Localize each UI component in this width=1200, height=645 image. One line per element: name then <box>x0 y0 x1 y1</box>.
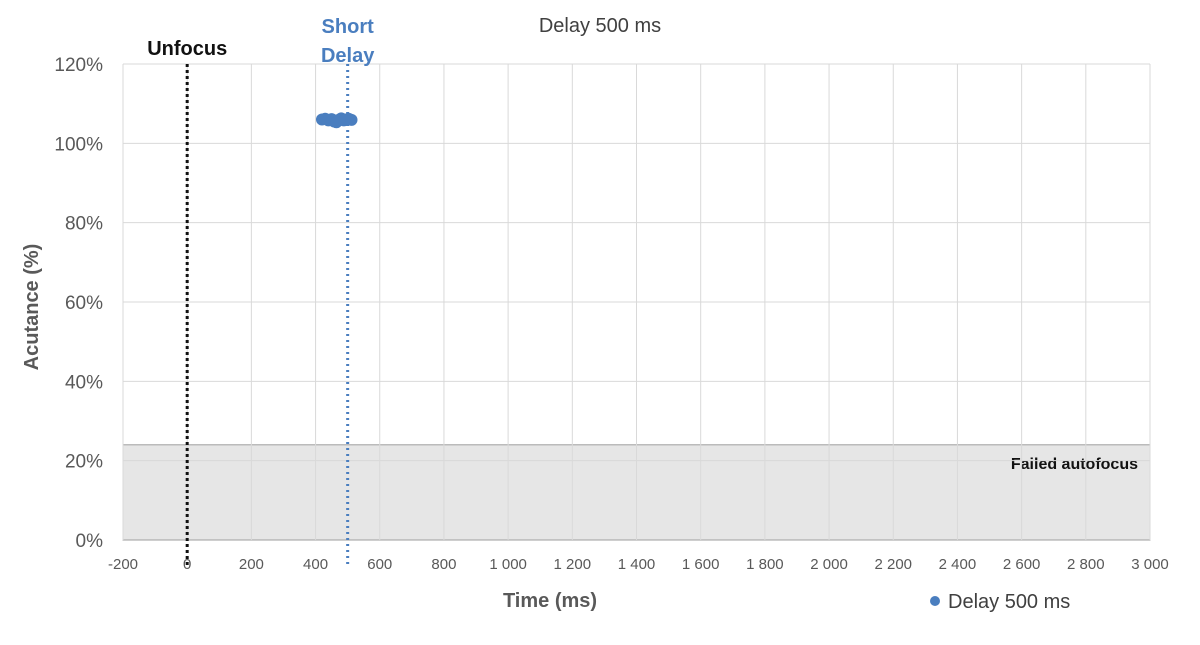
x-tick-label: 2 000 <box>810 556 848 573</box>
x-tick-label: 2 200 <box>874 556 912 573</box>
y-axis-label: Acutance (%) <box>21 244 43 371</box>
x-tick-label: 3 000 <box>1131 556 1169 573</box>
x-tick-label: 2 800 <box>1067 556 1105 573</box>
y-tick-label: 100% <box>54 134 103 155</box>
x-tick-label: 400 <box>303 556 328 573</box>
x-tick-label: 1 600 <box>682 556 720 573</box>
y-tick-label: 80% <box>65 214 103 235</box>
unfocus-label: Unfocus <box>147 38 227 60</box>
x-tick-label: 2 400 <box>939 556 977 573</box>
chart-title: Delay 500 ms <box>539 15 661 37</box>
y-tick-label: 0% <box>76 531 104 552</box>
x-tick-label: -200 <box>108 556 138 573</box>
y-tick-label: 120% <box>54 55 103 76</box>
data-point <box>345 113 358 126</box>
x-tick-label: 1 000 <box>489 556 527 573</box>
legend-label: Delay 500 ms <box>948 591 1070 613</box>
x-tick-label: 1 400 <box>618 556 656 573</box>
y-tick-label: 60% <box>65 293 103 314</box>
failed-autofocus-label: Failed autofocus <box>1011 456 1138 473</box>
x-axis-label: Time (ms) <box>503 590 597 612</box>
x-tick-label: 0 <box>183 556 191 573</box>
x-tick-label: 2 600 <box>1003 556 1041 573</box>
x-tick-label: 1 200 <box>554 556 592 573</box>
y-axis-ticks: 0% 20% 40% 60% 80% 100% 120% <box>54 55 103 552</box>
x-axis-ticks: -200 0 200 400 600 800 1 000 1 200 1 400 1 600 1 8… <box>108 556 1169 573</box>
x-tick-label: 1 800 <box>746 556 784 573</box>
x-tick-label: 800 <box>431 556 456 573</box>
marker-lines: Unfocus Short Delay <box>147 16 375 566</box>
legend-marker-icon <box>930 596 940 606</box>
short-delay-label: Delay <box>321 45 375 67</box>
short-delay-label: Short <box>322 16 375 38</box>
legend: Delay 500 ms <box>930 591 1070 613</box>
y-tick-label: 20% <box>65 452 103 473</box>
series-points <box>315 112 358 129</box>
y-tick-label: 40% <box>65 372 103 393</box>
x-tick-label: 600 <box>367 556 392 573</box>
x-tick-label: 200 <box>239 556 264 573</box>
